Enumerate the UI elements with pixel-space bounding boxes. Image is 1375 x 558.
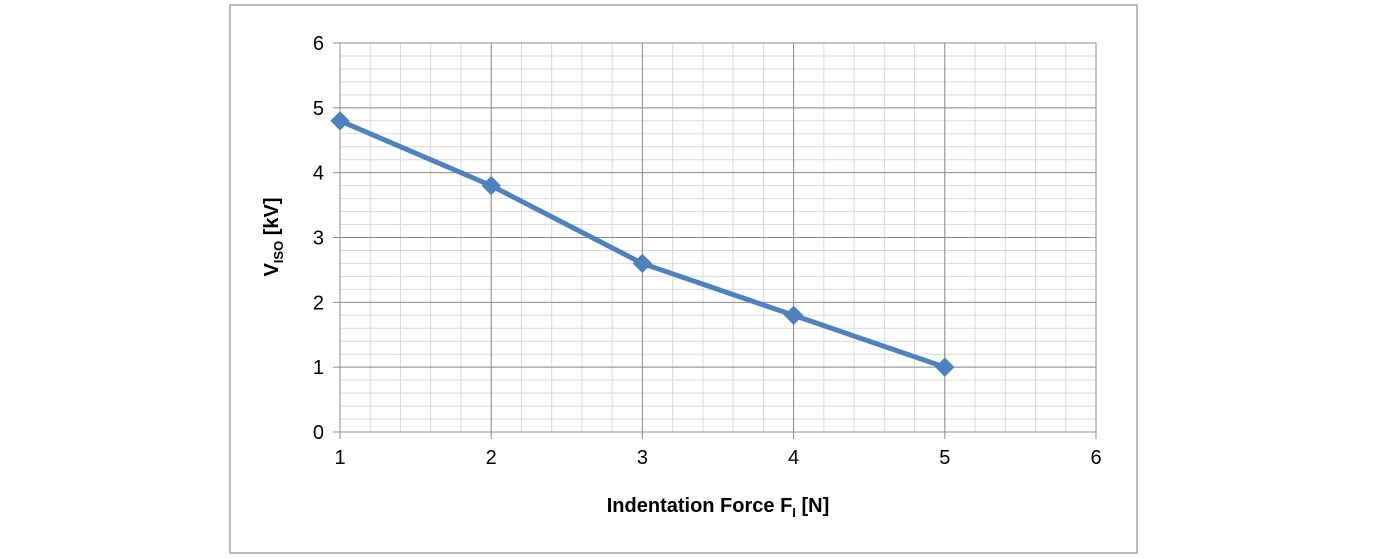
y-tick-label: 4 xyxy=(313,163,324,185)
data-point-marker xyxy=(632,253,653,274)
series-layer xyxy=(330,111,955,377)
y-tick-label: 6 xyxy=(313,33,324,55)
y-tick-label: 1 xyxy=(313,357,324,379)
x-tick-label: 1 xyxy=(334,447,345,469)
y-axis-ticks: 0 1 2 3 4 5 6 xyxy=(313,33,340,444)
x-axis-ticks: 1 2 3 4 5 6 xyxy=(334,432,1102,469)
data-point-marker xyxy=(481,175,501,196)
y-tick-label: 3 xyxy=(313,228,324,250)
y-tick-label: 2 xyxy=(313,292,324,314)
y-tick-label: 0 xyxy=(313,422,324,444)
data-point-marker xyxy=(935,357,955,377)
data-point-marker xyxy=(783,305,804,326)
x-tick-label: 4 xyxy=(788,447,799,469)
x-tick-label: 2 xyxy=(486,447,497,469)
x-tick-label: 3 xyxy=(637,447,648,469)
y-axis-title: VISO [kV] xyxy=(261,197,286,276)
data-point-marker xyxy=(330,111,350,131)
x-axis-title: Indentation Force FI [N] xyxy=(607,495,830,520)
x-tick-label: 6 xyxy=(1090,447,1101,469)
x-tick-label: 5 xyxy=(939,447,950,469)
y-tick-label: 5 xyxy=(313,98,324,120)
